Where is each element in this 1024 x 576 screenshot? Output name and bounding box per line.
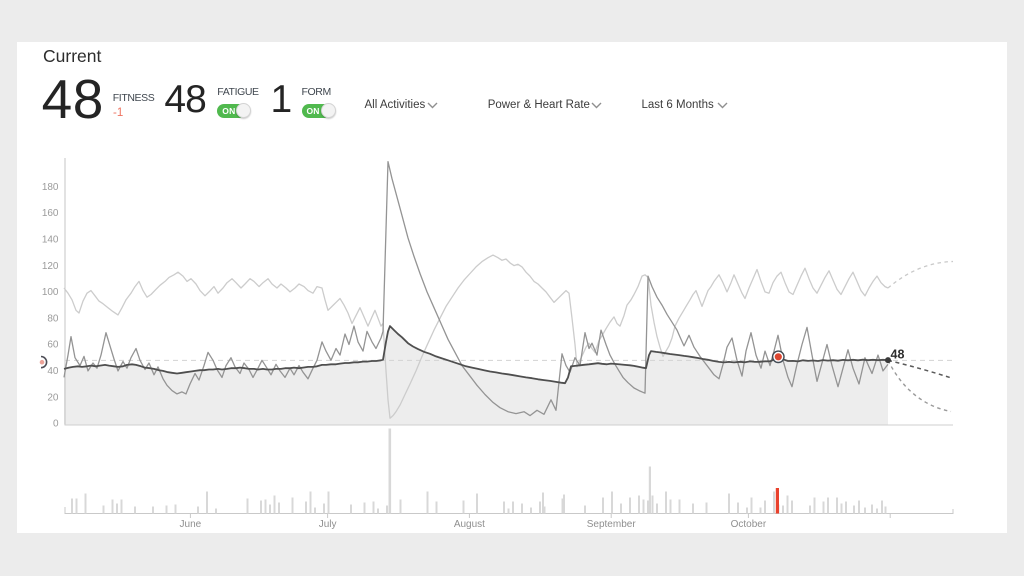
svg-text:40: 40 — [47, 366, 59, 377]
svg-text:80: 80 — [47, 313, 59, 324]
svg-text:September: September — [587, 519, 637, 530]
svg-text:July: July — [319, 519, 337, 530]
svg-text:60: 60 — [47, 339, 59, 350]
svg-text:48: 48 — [891, 347, 905, 361]
svg-text:20: 20 — [47, 392, 59, 403]
svg-text:0: 0 — [53, 418, 59, 429]
svg-text:100: 100 — [42, 287, 59, 298]
svg-text:August: August — [454, 519, 485, 530]
svg-text:180: 180 — [42, 181, 59, 192]
svg-text:140: 140 — [42, 234, 59, 245]
svg-text:June: June — [180, 519, 202, 530]
svg-text:120: 120 — [42, 260, 59, 271]
svg-text:160: 160 — [42, 208, 59, 219]
svg-text:October: October — [731, 519, 767, 530]
